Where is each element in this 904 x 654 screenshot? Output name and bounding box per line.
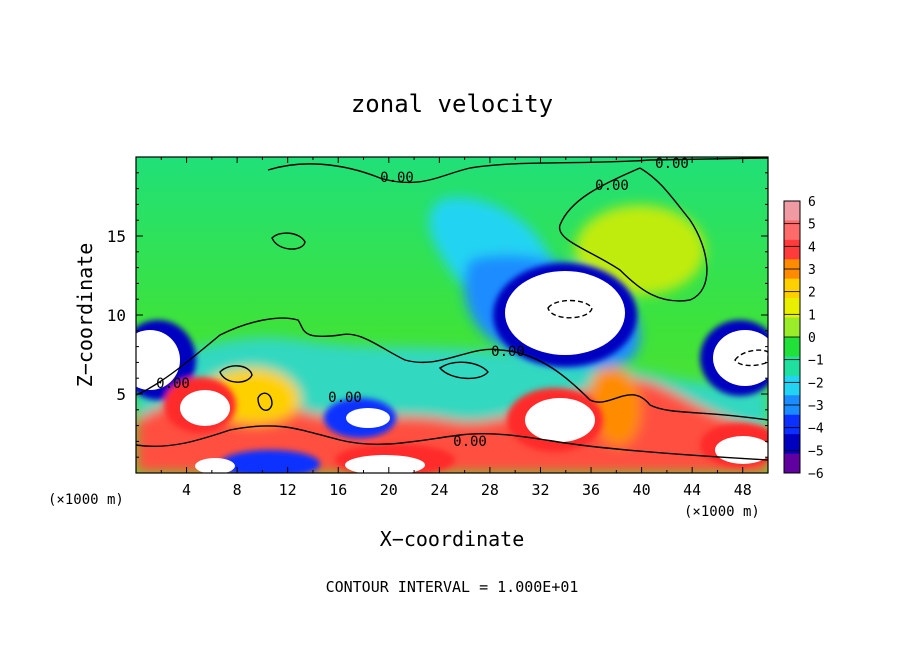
colorbar-swatch [784,201,800,221]
x-tick-label: 44 [683,481,701,499]
y-axis-label: Z−coordinate [73,243,97,388]
x-axis-label: X−coordinate [380,527,525,551]
colorbar-swatch [784,414,800,435]
x-tick-label: 28 [481,481,499,499]
contour-zero-small-loop [271,232,306,250]
x-axis: 4 8 12 16 20 24 28 32 36 40 44 48 [160,157,752,499]
colorbar-swatch [784,298,800,319]
colorbar-swatch [784,356,800,377]
x-axis-unit-left: (×1000 m) [48,492,124,508]
out-of-range-d [345,455,425,473]
colorbar-swatch [784,337,800,357]
colorbar-tick-label: 0 [808,331,816,346]
x-tick-label: 40 [633,481,651,499]
contour-interval-annotation: CONTOUR INTERVAL = 1.000E+01 [326,578,579,596]
colorbar-swatch [784,278,800,299]
colorbar-tick-label: 4 [808,240,816,255]
colorbar-tick-label: −6 [808,467,824,482]
colorbar-tick-label: 3 [808,263,816,278]
x-axis-unit-right: (×1000 m) [684,504,760,520]
heatmap-field [136,157,768,473]
out-of-range-f [195,458,235,473]
y-axis: 5 10 15 [107,172,768,458]
colorbar-swatch [784,434,800,455]
contour-label: 0.00 [453,434,487,450]
contour-zero-upper-right [558,167,708,302]
y-tick-label: 5 [116,385,126,404]
colorbar-swatch [784,375,800,396]
x-tick-label: 20 [380,481,398,499]
colorbar-swatch [784,239,800,260]
contour-label: 0.00 [595,178,629,194]
contour-zero-loop-b [257,392,273,411]
colorbar-tick-label: 5 [808,218,816,233]
x-tick-label: 16 [329,481,347,499]
colorbar-tick-label: −4 [808,422,824,437]
heatmap-region-orange-low [589,367,641,447]
out-of-range-b [346,408,390,428]
y-tick-label: 15 [107,227,126,246]
x-tick-label: 4 [182,481,191,499]
colorbar-swatch [784,220,800,241]
colorbar: 6 5 4 3 2 1 0 −1 −2 −3 −4 −5 −6 [783,195,824,482]
x-tick-label: 24 [430,481,448,499]
contour-zero-loop-a [219,365,253,383]
contour-zero-low [136,425,768,461]
out-of-range-right [713,330,768,386]
x-tick-label: 8 [233,481,242,499]
colorbar-tick-label: −2 [808,376,824,391]
colorbar-tick-label: 6 [808,195,816,210]
colorbar-swatch [784,453,800,474]
colorbar-tick-label: 1 [808,308,816,323]
heatmap-ring-dark-f [220,450,320,473]
contour-label: 0.00 [655,156,689,172]
contour-zero-mid [136,317,768,421]
x-tick-label: 32 [531,481,549,499]
contour-label: 0.00 [328,390,362,406]
contour-label: 0.00 [491,344,525,360]
x-tick-label: 36 [582,481,600,499]
heatmap-region-yellow-upper [575,205,705,295]
out-of-range-a [180,390,230,426]
x-tick-label: 48 [734,481,752,499]
out-of-range-center [505,271,625,355]
out-of-range-c [525,398,595,442]
contour-labels: 0.00 0.00 0.00 0.00 0.00 0.00 0.00 [156,156,689,450]
colorbar-tick-label: −3 [808,399,824,414]
y-tick-label: 10 [107,306,126,325]
colorbar-tick-label: −1 [808,354,824,369]
contour-label: 0.00 [380,170,414,186]
contour-zero-top [267,157,768,184]
x-tick-label: 12 [279,481,297,499]
contour-negative-right [734,349,768,367]
colorbar-swatch [784,317,800,338]
contour-label: 0.00 [156,376,190,392]
colorbar-tick-label: −5 [808,444,824,459]
contour-zero-loop-c [438,361,489,379]
chart-title: zonal velocity [351,90,553,118]
colorbar-tick-label: 2 [808,286,816,301]
